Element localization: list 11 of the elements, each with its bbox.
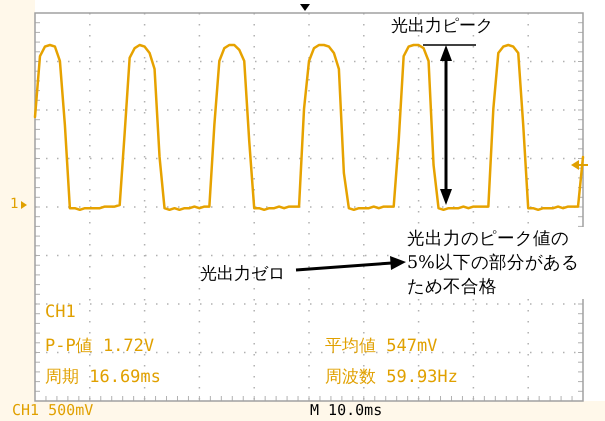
text: 光出力のピーク値の5%以下の部分があるため不合格: [407, 227, 591, 299]
text: 平均値 547mV: [325, 335, 438, 357]
text: 光出力ピーク: [391, 15, 493, 37]
text: 光出力ゼロ: [200, 263, 285, 285]
text: 1: [10, 196, 18, 212]
text: 周波数 59.93Hz: [325, 366, 458, 388]
text: 周期 16.69ms: [45, 366, 161, 388]
text: CH1 500mV: [12, 401, 94, 419]
text: M 10.0ms: [310, 401, 382, 419]
text: P-P値 1.72V: [45, 335, 154, 357]
text: CH1: [45, 302, 76, 322]
